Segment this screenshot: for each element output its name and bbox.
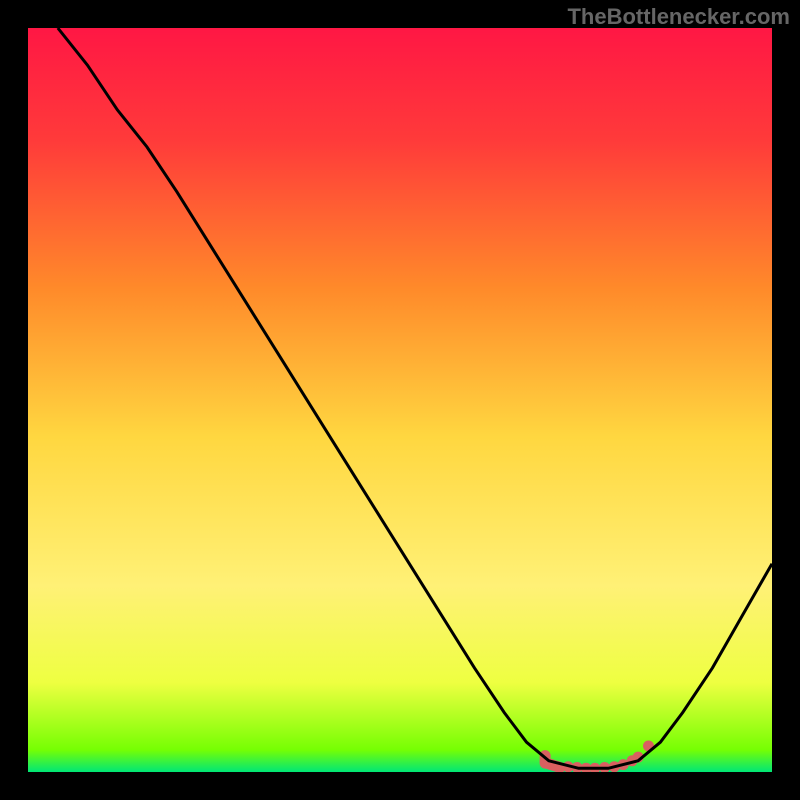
chart-container [28, 28, 772, 772]
curve-layer [28, 28, 772, 772]
watermark-text: TheBottlenecker.com [567, 4, 790, 30]
bottleneck-curve [58, 28, 772, 768]
